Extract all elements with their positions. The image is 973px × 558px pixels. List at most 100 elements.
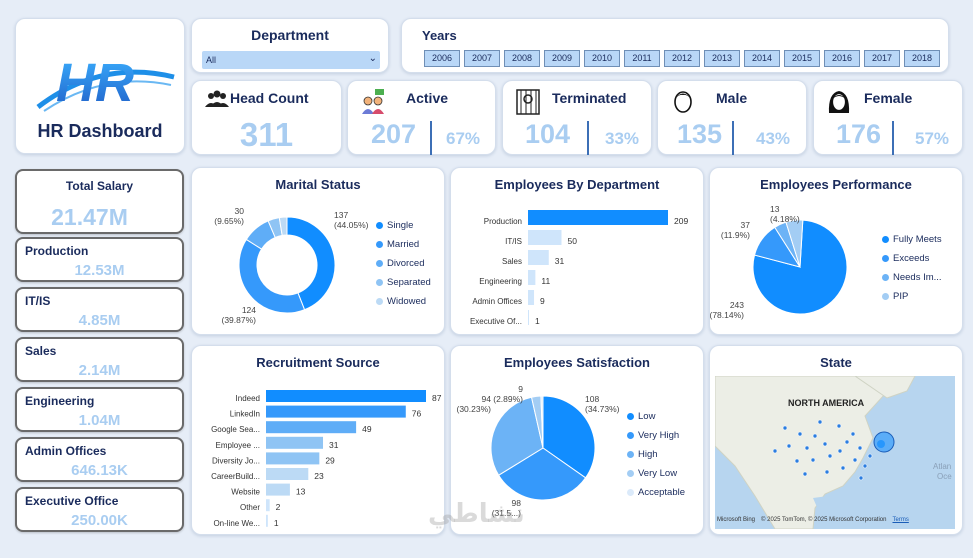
headcount-label: Head Count <box>230 90 309 106</box>
map-ocean-label-2: Oce <box>937 472 952 481</box>
bar-linkedin[interactable] <box>266 405 406 418</box>
active-pct: 67% <box>446 129 481 148</box>
year-button-2009[interactable]: 2009 <box>544 50 580 67</box>
legend-item[interactable]: High <box>627 445 685 464</box>
category-label: Admin Offices <box>472 297 522 306</box>
legend-item[interactable]: Needs Im... <box>882 268 942 287</box>
year-button-2018[interactable]: 2018 <box>904 50 940 67</box>
legend-dot <box>627 451 634 458</box>
legend-item[interactable]: Divorced <box>376 254 431 273</box>
category-label: Diversity Jo... <box>212 456 260 465</box>
year-button-2015[interactable]: 2015 <box>784 50 820 67</box>
slice-high[interactable] <box>490 396 544 476</box>
bar-employee-[interactable] <box>266 436 324 449</box>
year-button-2014[interactable]: 2014 <box>744 50 780 67</box>
data-label: 11 <box>541 276 550 286</box>
map-terms-link[interactable]: Terms <box>892 517 909 523</box>
bar-engineering[interactable] <box>528 270 536 285</box>
year-button-2013[interactable]: 2013 <box>704 50 740 67</box>
hr-logo-icon: HR <box>36 53 175 113</box>
bar-website[interactable] <box>266 483 290 496</box>
legend-item[interactable]: Exceeds <box>882 249 942 268</box>
year-button-2016[interactable]: 2016 <box>824 50 860 67</box>
slice-low[interactable] <box>542 395 596 479</box>
data-label-value: 30 <box>235 206 245 216</box>
legend-item[interactable]: Very Low <box>627 464 685 483</box>
recruitment-chart: Recruitment Source Indeed 87 LinkedIn 76 Goo… <box>191 345 445 535</box>
year-button-2011[interactable]: 2011 <box>624 50 660 67</box>
state-map[interactable]: NORTH AMERICA Atlan Oce <box>715 376 955 529</box>
chart-title: Marital Status <box>275 177 361 192</box>
category-label: Production <box>484 217 522 226</box>
legend-label: Needs Im... <box>893 272 942 283</box>
year-button-2008[interactable]: 2008 <box>504 50 540 67</box>
legend-item[interactable]: Widowed <box>376 292 431 311</box>
year-button-2010[interactable]: 2010 <box>584 50 620 67</box>
bar-admin-offices[interactable] <box>528 290 535 305</box>
legend-dot <box>882 293 889 300</box>
slice-very-high[interactable] <box>497 447 587 501</box>
active-label: Active <box>406 90 449 106</box>
year-button-2006[interactable]: 2006 <box>424 50 460 67</box>
slice-pip[interactable] <box>785 219 804 268</box>
bar-careerbuild-[interactable] <box>266 468 309 480</box>
slice-widowed[interactable] <box>278 216 288 236</box>
legend-label: Single <box>387 220 414 231</box>
legend-dot <box>627 489 634 496</box>
data-label: 13 <box>296 487 306 497</box>
year-button-2012[interactable]: 2012 <box>664 50 700 67</box>
legend-label: Very High <box>638 430 680 441</box>
legend-item[interactable]: Fully Meets <box>882 230 942 249</box>
bar-diversity-jo-[interactable] <box>266 452 320 465</box>
legend-item[interactable]: Low <box>627 407 685 426</box>
data-label: 76 <box>412 409 422 419</box>
salary-value: 646.13K <box>71 462 128 479</box>
legend-dot <box>882 274 889 281</box>
bar-it-is[interactable] <box>528 230 562 245</box>
slice-single[interactable] <box>286 216 336 311</box>
logo-letters: HR <box>56 53 134 113</box>
year-button-2017[interactable]: 2017 <box>864 50 900 67</box>
department-slicer: Department All ⌄ <box>191 18 389 73</box>
dashboard-title: HR Dashboard <box>37 121 163 141</box>
active-value: 207 <box>371 119 417 149</box>
salary-label: Production <box>25 244 89 258</box>
legend-item[interactable]: Very High <box>627 426 685 445</box>
data-label-value: 243 <box>730 300 744 310</box>
data-label: 9 <box>540 296 545 306</box>
bar-sales[interactable] <box>528 250 549 265</box>
year-button-2007[interactable]: 2007 <box>464 50 500 67</box>
salary-value: 1.04M <box>78 412 121 429</box>
people-group-icon <box>205 90 229 107</box>
bar-on-line-we-[interactable] <box>266 514 268 527</box>
legend-item[interactable]: PIP <box>882 287 942 306</box>
slice-acceptable[interactable] <box>540 395 544 449</box>
salary-label: Executive Office <box>25 494 119 508</box>
data-label-value: 137 <box>334 210 348 220</box>
bar-production[interactable] <box>528 210 668 225</box>
active-people-icon <box>362 89 384 114</box>
marital-legend: Single Married Divorced Separated Widowed <box>376 216 431 311</box>
chart-title: Recruitment Source <box>256 355 380 370</box>
salary-card-production: Production 12.53M <box>15 237 184 282</box>
salary-value: 2.14M <box>78 362 121 379</box>
legend-item[interactable]: Single <box>376 216 431 235</box>
legend-item[interactable]: Married <box>376 235 431 254</box>
legend-item[interactable]: Acceptable <box>627 483 685 502</box>
bar-indeed[interactable] <box>266 390 426 402</box>
recruitment-bars: Indeed 87 LinkedIn 76 Google Sea... 49 Employe… <box>211 390 442 528</box>
salary-card-executive: Executive Office 250.00K <box>15 487 184 532</box>
legend-label: Acceptable <box>638 487 686 498</box>
department-dropdown[interactable]: All ⌄ <box>202 51 380 69</box>
legend-label: Fully Meets <box>893 234 942 245</box>
category-label: On-line We... <box>213 519 260 528</box>
bar-google-sea-[interactable] <box>266 421 357 434</box>
bar-other[interactable] <box>266 499 270 512</box>
kpi-headcount: Head Count 311 <box>191 80 342 155</box>
category-label: Google Sea... <box>211 425 260 434</box>
slice-married[interactable] <box>238 238 306 314</box>
legend-label: High <box>638 449 658 460</box>
legend-item[interactable]: Separated <box>376 273 431 292</box>
bar-executive-of-[interactable] <box>528 310 529 325</box>
terminated-separator <box>587 121 589 155</box>
